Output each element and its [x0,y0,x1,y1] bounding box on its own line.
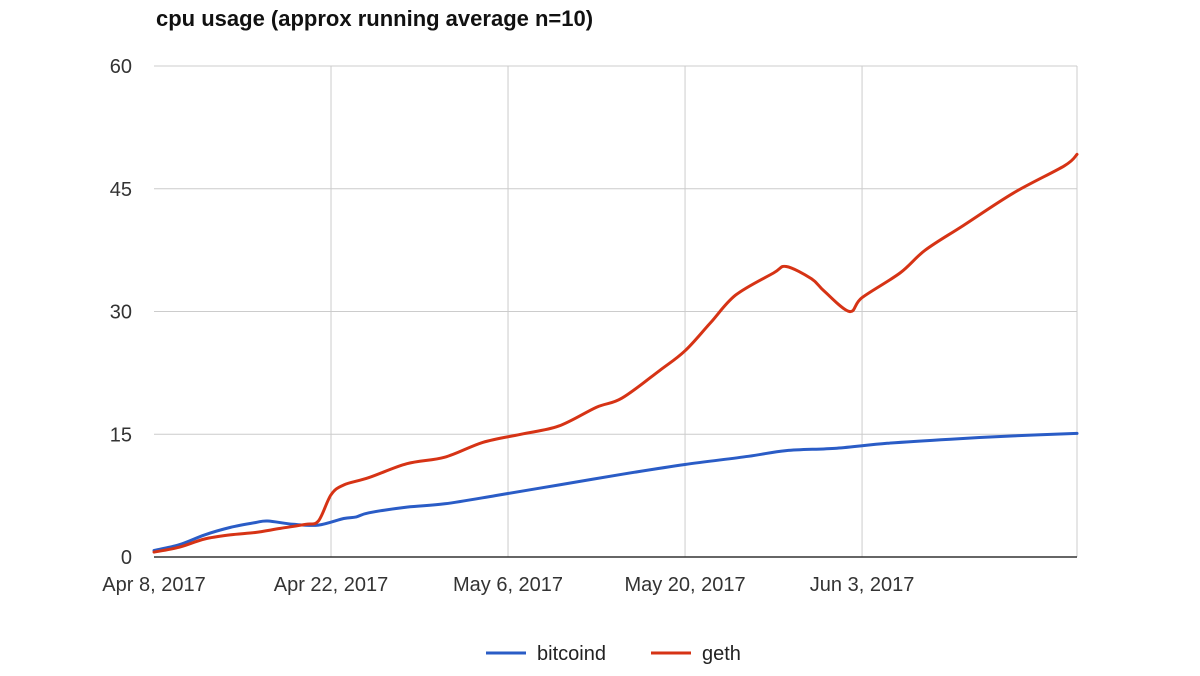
y-tick-label: 15 [110,424,132,446]
y-tick-label: 0 [121,547,132,569]
legend-label-bitcoind: bitcoind [537,643,606,665]
legend-label-geth: geth [702,643,741,665]
x-tick-label: Apr 8, 2017 [102,574,205,596]
chart-title: cpu usage (approx running average n=10) [156,6,594,31]
series-line-geth [152,152,1079,554]
x-axis-ticks: Apr 8, 2017 Apr 22, 2017 May 6, 2017 May 20… [102,574,914,596]
legend: bitcoind geth [486,643,741,665]
series-line-bitcoind [152,431,1079,552]
y-axis-ticks: 0 15 30 45 60 [110,56,132,569]
y-tick-label: 30 [110,302,132,324]
x-tick-label: May 20, 2017 [624,574,745,596]
y-tick-label: 45 [110,179,132,201]
x-tick-label: May 6, 2017 [453,574,563,596]
series-lines [152,152,1079,554]
x-tick-label: Apr 22, 2017 [274,574,389,596]
y-tick-label: 60 [110,56,132,78]
grid-lines [154,65,1078,557]
x-tick-label: Jun 3, 2017 [810,574,915,596]
